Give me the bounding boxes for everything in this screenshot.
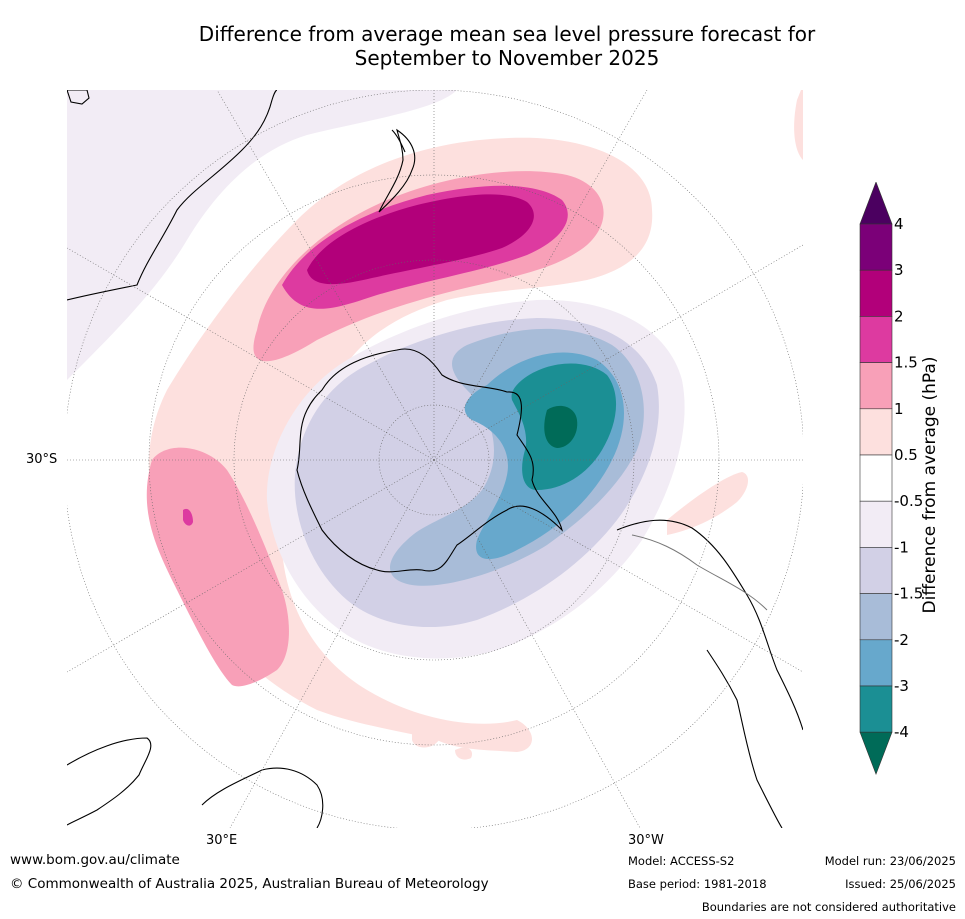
colorbar-tick-label: -0.5 — [894, 492, 923, 510]
colorbar: 4 3 2 1.5 1 0.5 -0.5 -1 -1.5 -2 -3 -4 — [859, 182, 923, 776]
lon-label-30e: 30°E — [206, 833, 238, 848]
colorbar-segment — [859, 223, 893, 271]
colorbar-extend-bottom — [859, 731, 893, 776]
colorbar-tick-label: 2 — [894, 307, 904, 325]
new-zealand-north-coast — [391, 129, 406, 153]
anomaly-pos-15-2-spot — [183, 508, 193, 526]
footer-website[interactable]: www.bom.gov.au/climate — [10, 852, 180, 868]
colorbar-segment — [859, 639, 893, 687]
colorbar-segment — [859, 408, 893, 456]
colorbar-tick-label: 0.5 — [894, 446, 918, 464]
colorbar-tick-label: -3 — [894, 677, 909, 695]
graticule-meridian-30e — [229, 459, 435, 828]
colorbar-segment — [859, 454, 893, 502]
colorbar-tick-label: -4 — [894, 723, 909, 741]
colorbar-segment — [859, 500, 893, 548]
colorbar-segment — [859, 547, 893, 594]
title-line-2: September to November 2025 — [354, 46, 660, 70]
south-america-border — [631, 534, 768, 611]
lon-label-30w: 30°W — [628, 833, 664, 848]
south-america-coast — [616, 519, 803, 731]
pressure-anomaly-map — [67, 90, 803, 828]
lat-label-30s: 30°S — [26, 452, 58, 467]
graticule-meridian-150w — [433, 459, 803, 673]
footer-base-period: Base period: 1981-2018 — [628, 877, 767, 891]
colorbar-title: Difference from average (hPa) — [920, 356, 940, 614]
colorbar-segment — [859, 685, 893, 733]
colorbar-tick-label: -1.5 — [894, 585, 923, 603]
colorbar-tick-label: 1.5 — [894, 354, 918, 372]
australia-coast — [67, 90, 278, 301]
colorbar-tick-label: -1 — [894, 538, 909, 556]
tasmania-coast — [67, 90, 90, 105]
anomaly-neg-4 — [544, 405, 578, 448]
footer-disclaimer: Boundaries are not considered authoritat… — [701, 900, 956, 914]
anomaly-pos-05-1-samerica — [667, 472, 749, 535]
anomaly-pos-05-1-patch — [412, 726, 440, 748]
anomaly-pos-05-1-patch-2 — [455, 747, 473, 760]
colorbar-segment — [859, 593, 893, 641]
anomaly-pos-2-3 — [307, 194, 534, 285]
madagascar-coast — [201, 767, 324, 828]
colorbar-segment — [859, 316, 893, 363]
colorbar-tick-label: 3 — [894, 261, 904, 279]
africa-coast — [67, 737, 152, 826]
colorbar-tick-label: -2 — [894, 631, 909, 649]
antarctica-outline — [296, 348, 564, 573]
colorbar-tick-label: 4 — [894, 215, 904, 233]
south-america-coast-inner — [706, 649, 783, 828]
title-line-1: Difference from average mean sea level p… — [198, 22, 816, 46]
graticule-meridian-120e — [216, 90, 435, 461]
anomaly-pos-05-1-corner — [794, 90, 803, 160]
colorbar-tick-label: 1 — [894, 400, 904, 418]
new-zealand-coast — [378, 128, 416, 213]
map-title: Difference from average mean sea level p… — [0, 22, 965, 70]
colorbar-segment — [859, 269, 893, 317]
anomaly-neg-05-1-north — [67, 90, 457, 380]
colorbar-segment — [859, 362, 893, 410]
anomaly-pos-1-15-west — [146, 447, 289, 687]
graticule-meridian-120w — [433, 90, 648, 461]
graticule-meridian-60w — [433, 244, 803, 461]
footer-issued: Issued: 25/06/2025 — [845, 877, 956, 891]
footer-model-run: Model run: 23/06/2025 — [824, 854, 956, 868]
footer-copyright: © Commonwealth of Australia 2025, Austra… — [10, 876, 489, 892]
colorbar-extend-top — [859, 182, 893, 225]
graticule-meridian-30w — [433, 459, 641, 828]
footer-model: Model: ACCESS-S2 — [628, 854, 735, 868]
